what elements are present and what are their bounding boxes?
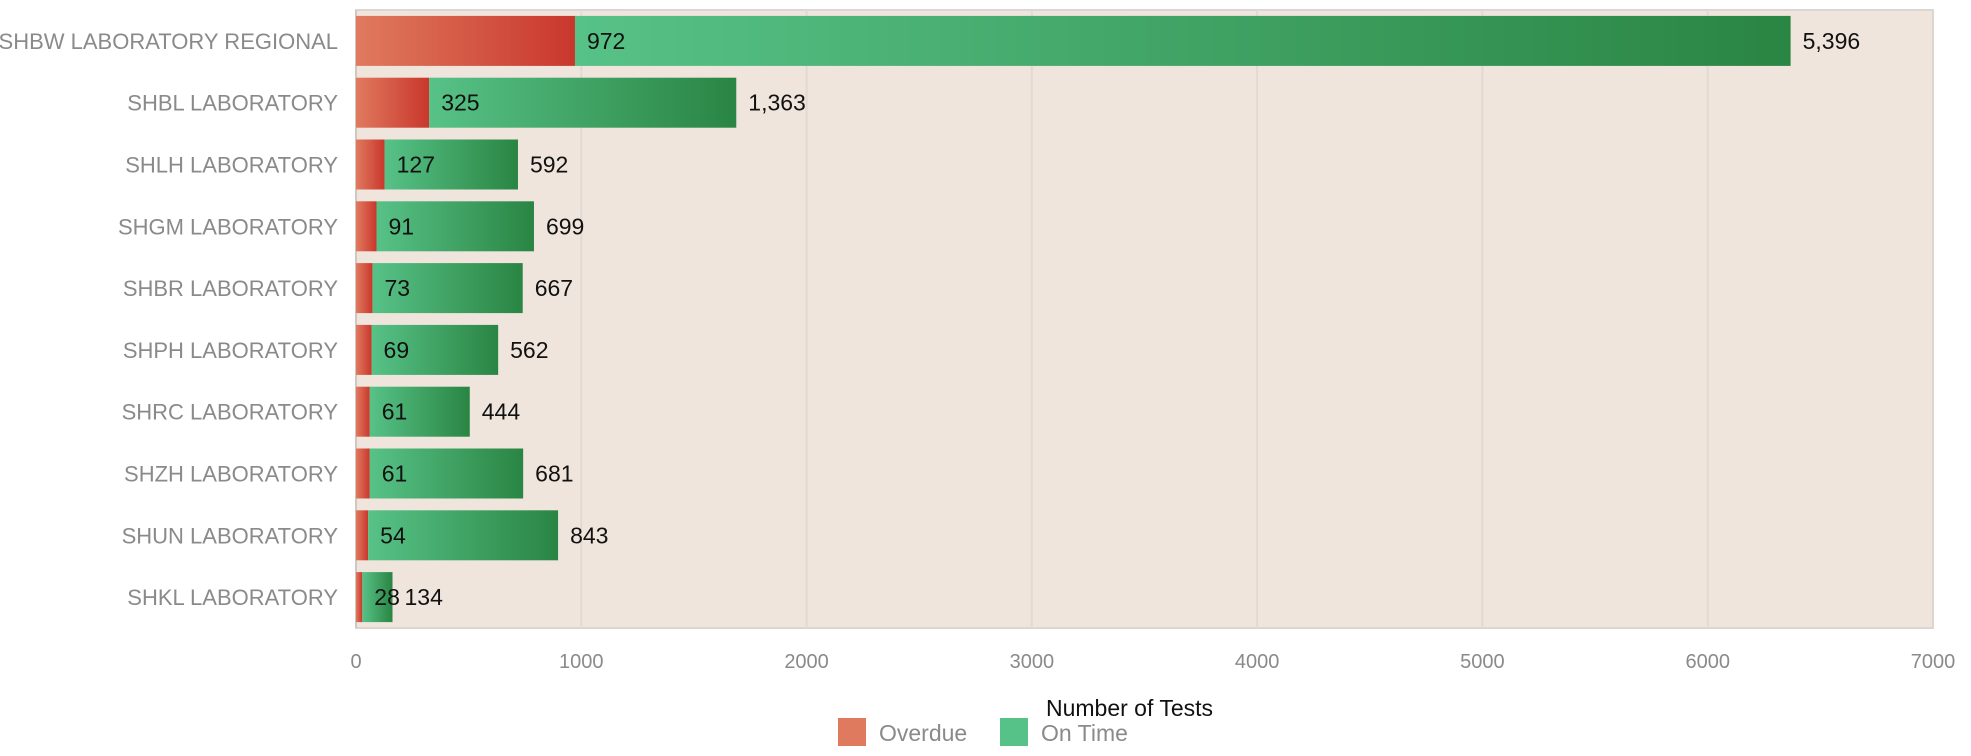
bar-on-time[interactable] xyxy=(372,263,523,314)
x-tick-label: 1000 xyxy=(559,651,604,673)
category-labels: SHBW LABORATORY REGIONAL SHBL LABORATORY S… xyxy=(0,29,338,610)
data-label-overdue: 73 xyxy=(384,275,410,301)
bar-on-time[interactable] xyxy=(384,139,518,190)
data-label-overdue: 972 xyxy=(587,28,625,54)
data-label-overdue: 91 xyxy=(389,213,415,239)
bar-overdue[interactable] xyxy=(356,77,430,128)
x-axis-title: Number of Tests xyxy=(1046,695,1213,721)
bar-overdue[interactable] xyxy=(356,263,373,314)
data-label-on-time: 444 xyxy=(482,399,521,425)
data-label-on-time: 699 xyxy=(546,213,584,239)
legend-swatch xyxy=(838,718,866,746)
data-label-on-time: 5,396 xyxy=(1803,28,1861,54)
data-label-overdue: 54 xyxy=(380,522,406,548)
legend-item-on-time[interactable]: On Time xyxy=(1000,718,1128,746)
data-label-on-time: 843 xyxy=(570,522,608,548)
bar-on-time[interactable] xyxy=(369,386,470,437)
category-label: SHLH LABORATORY xyxy=(125,153,338,178)
category-label: SHPH LABORATORY xyxy=(123,338,339,363)
x-axis-ticks: 0 1000 2000 3000 4000 5000 6000 7000 xyxy=(350,651,1955,673)
bar-on-time[interactable] xyxy=(368,510,559,561)
x-tick-label: 4000 xyxy=(1235,651,1280,673)
data-label-on-time: 562 xyxy=(510,337,548,363)
category-label: SHGM LABORATORY xyxy=(118,214,338,239)
bar-on-time[interactable] xyxy=(371,324,499,375)
legend-label: Overdue xyxy=(879,720,967,746)
data-label-overdue: 127 xyxy=(397,152,435,178)
category-label: SHBL LABORATORY xyxy=(127,91,338,116)
data-labels: 972 5,396 325 1,363 127 592 91 699 73 667 69 562 61 4… xyxy=(374,28,1860,610)
data-label-overdue: 69 xyxy=(384,337,410,363)
data-label-on-time: 681 xyxy=(535,461,573,487)
bar-overdue[interactable] xyxy=(356,15,575,66)
bar-overdue[interactable] xyxy=(356,201,377,252)
data-label-overdue: 61 xyxy=(382,461,408,487)
bar-on-time[interactable] xyxy=(574,15,1791,66)
bar-on-time[interactable] xyxy=(429,77,737,128)
legend-label: On Time xyxy=(1041,720,1128,746)
bar-overdue[interactable] xyxy=(356,510,369,561)
legend[interactable]: Overdue On Time xyxy=(838,718,1128,746)
data-label-overdue: 28 xyxy=(374,584,400,610)
bar-on-time[interactable] xyxy=(369,448,524,499)
data-label-on-time: 1,363 xyxy=(748,90,806,116)
category-label: SHRC LABORATORY xyxy=(122,400,339,425)
data-label-overdue: 325 xyxy=(441,90,479,116)
category-label: SHBW LABORATORY REGIONAL xyxy=(0,29,338,54)
category-label: SHBR LABORATORY xyxy=(123,276,339,301)
x-tick-label: 3000 xyxy=(1010,651,1055,673)
bar-on-time[interactable] xyxy=(362,572,393,623)
bar-on-time[interactable] xyxy=(376,201,534,252)
x-tick-label: 7000 xyxy=(1911,651,1956,673)
data-label-on-time: 667 xyxy=(535,275,573,301)
bars xyxy=(356,15,1791,623)
category-label: SHKL LABORATORY xyxy=(127,585,338,610)
data-label-on-time: 134 xyxy=(404,584,443,610)
x-tick-label: 5000 xyxy=(1460,651,1505,673)
bar-overdue[interactable] xyxy=(356,572,363,623)
bar-overdue[interactable] xyxy=(356,448,370,499)
data-label-on-time: 592 xyxy=(530,152,568,178)
x-tick-label: 6000 xyxy=(1685,651,1730,673)
legend-swatch xyxy=(1000,718,1028,746)
bar-overdue[interactable] xyxy=(356,139,385,190)
bar-overdue[interactable] xyxy=(356,386,370,437)
legend-item-overdue[interactable]: Overdue xyxy=(838,718,967,746)
x-tick-label: 0 xyxy=(350,651,361,673)
x-tick-label: 2000 xyxy=(784,651,829,673)
category-label: SHZH LABORATORY xyxy=(124,462,338,487)
category-label: SHUN LABORATORY xyxy=(122,523,339,548)
bar-overdue[interactable] xyxy=(356,324,372,375)
data-label-overdue: 61 xyxy=(382,399,408,425)
